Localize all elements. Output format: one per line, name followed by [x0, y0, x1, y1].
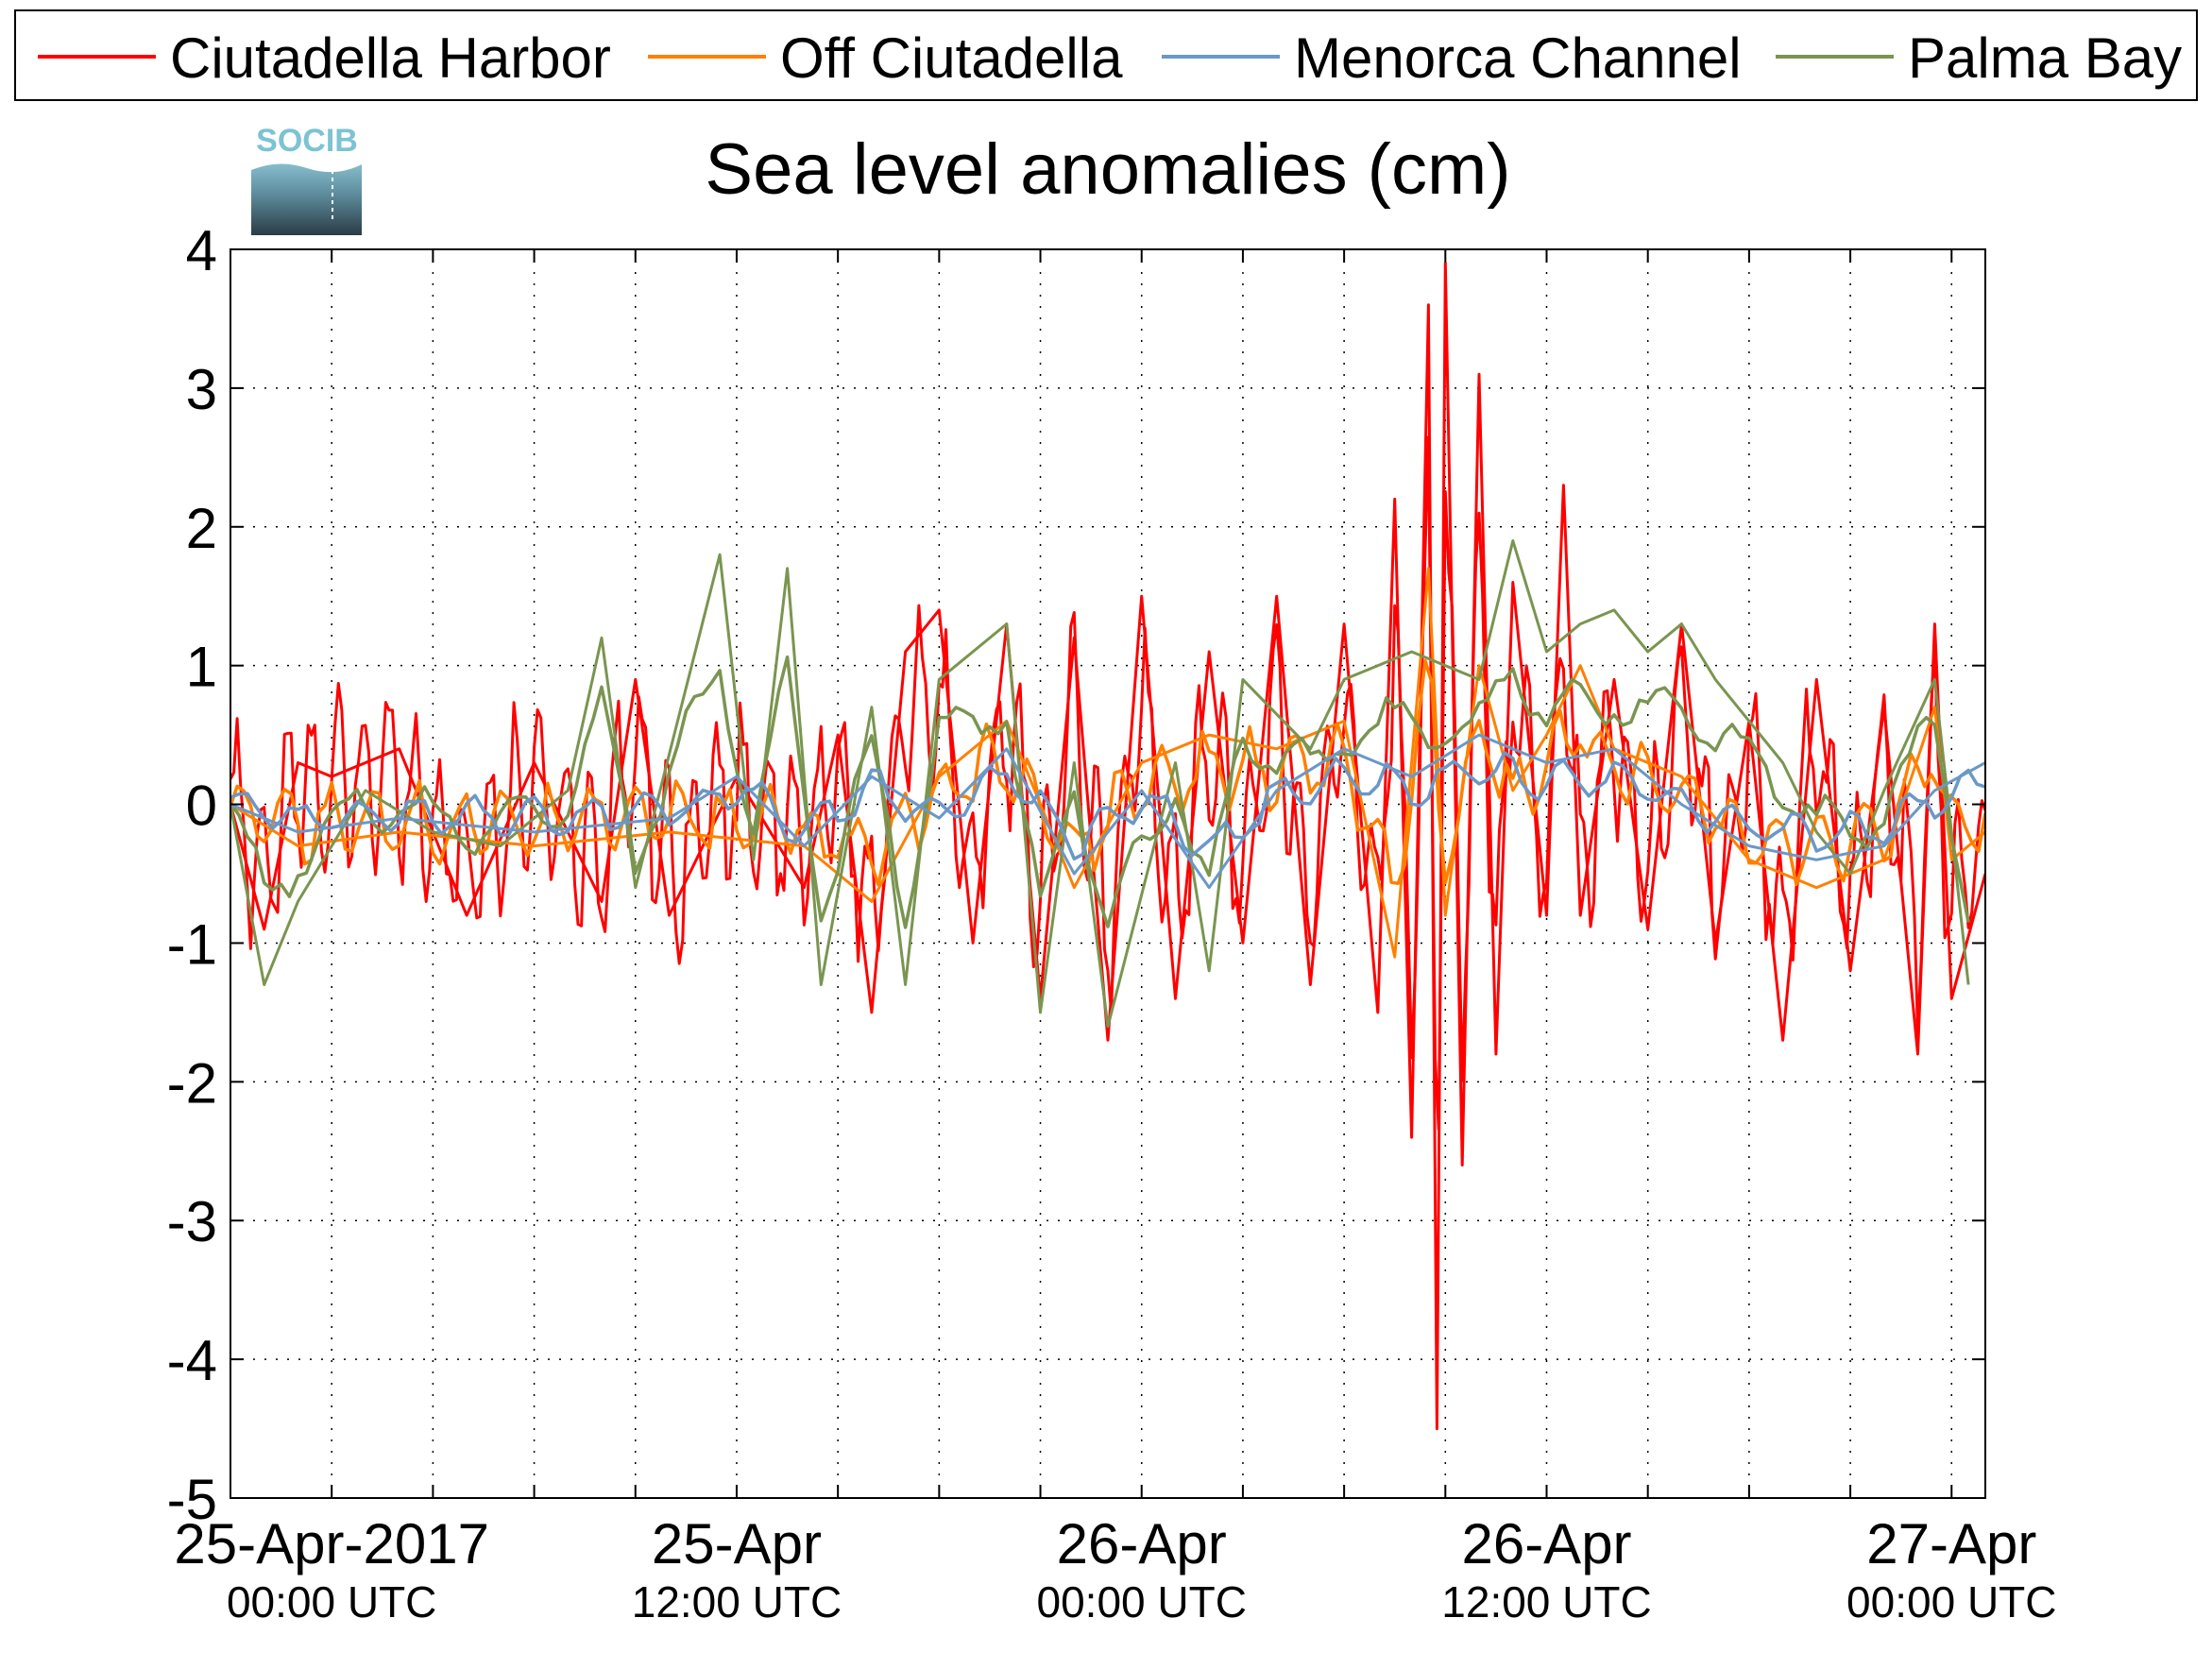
y-axis-labels: -5 -4 -3 -2 -1 0 1 2 3 4: [167, 219, 217, 1531]
legend-entry: Off Ciutadella: [648, 26, 1123, 90]
chart-title: Sea level anomalies (cm): [705, 129, 1510, 210]
x-tick-label-time: 12:00 UTC: [632, 1577, 842, 1626]
legend-entry: Ciutadella Harbor: [38, 26, 611, 90]
x-tick-label-time: 00:00 UTC: [1846, 1577, 2056, 1626]
plot-background: [230, 249, 1985, 1498]
plot-frame: [230, 248, 1986, 1499]
y-tick-label: 2: [186, 497, 217, 560]
x-tick-label-time: 00:00 UTC: [1037, 1577, 1247, 1626]
legend-label: Menorca Channel: [1294, 26, 1742, 90]
y-tick-label: -5: [167, 1468, 217, 1531]
plot-area: [230, 248, 1986, 1499]
x-tick-label-date: 27-Apr: [1866, 1512, 2036, 1575]
legend-label: Palma Bay: [1908, 26, 2182, 90]
y-tick-label: 4: [186, 219, 217, 282]
legend-label: Off Ciutadella: [780, 26, 1123, 90]
series-key-points-line: [230, 262, 1985, 1431]
series-key-points-line: [230, 733, 1985, 890]
series-off-ciutadella: [230, 567, 1985, 959]
x-tick-label-date: 26-Apr: [1057, 1512, 1227, 1575]
y-tick-label: 1: [186, 636, 217, 699]
y-tick-label: 3: [186, 358, 217, 421]
x-tick-label-time: 12:00 UTC: [1441, 1577, 1651, 1626]
y-tick-label: -3: [167, 1190, 217, 1253]
legend-entry: Menorca Channel: [1162, 26, 1742, 90]
series-key-points-line: [230, 567, 1985, 959]
y-tick-label: 0: [186, 775, 217, 838]
y-tick-label: -2: [167, 1051, 217, 1115]
x-tick-label-date: 25-Apr-2017: [174, 1512, 489, 1575]
y-tick-label: -4: [167, 1329, 217, 1392]
legend-label: Ciutadella Harbor: [170, 26, 611, 90]
series-layer: [230, 262, 1985, 1431]
series-line: [230, 655, 1970, 929]
x-tick-label-date: 25-Apr: [652, 1512, 822, 1575]
legend: Ciutadella Harbor Off Ciutadella Menorca C…: [14, 9, 2198, 101]
x-tick-label-date: 26-Apr: [1461, 1512, 1631, 1575]
series-menorca-channel: [230, 733, 1985, 890]
socib-logo: SOCIB: [251, 123, 362, 235]
legend-entry: Palma Bay: [1776, 26, 2182, 90]
axis-ticks: [230, 248, 1985, 1499]
series-palma-bay: [230, 539, 1970, 1029]
x-tick-label-time: 00:00 UTC: [227, 1577, 436, 1626]
series-key-points-line: [230, 539, 1970, 1029]
y-tick-label: -1: [167, 912, 217, 976]
socib-logo-text: SOCIB: [256, 123, 358, 159]
